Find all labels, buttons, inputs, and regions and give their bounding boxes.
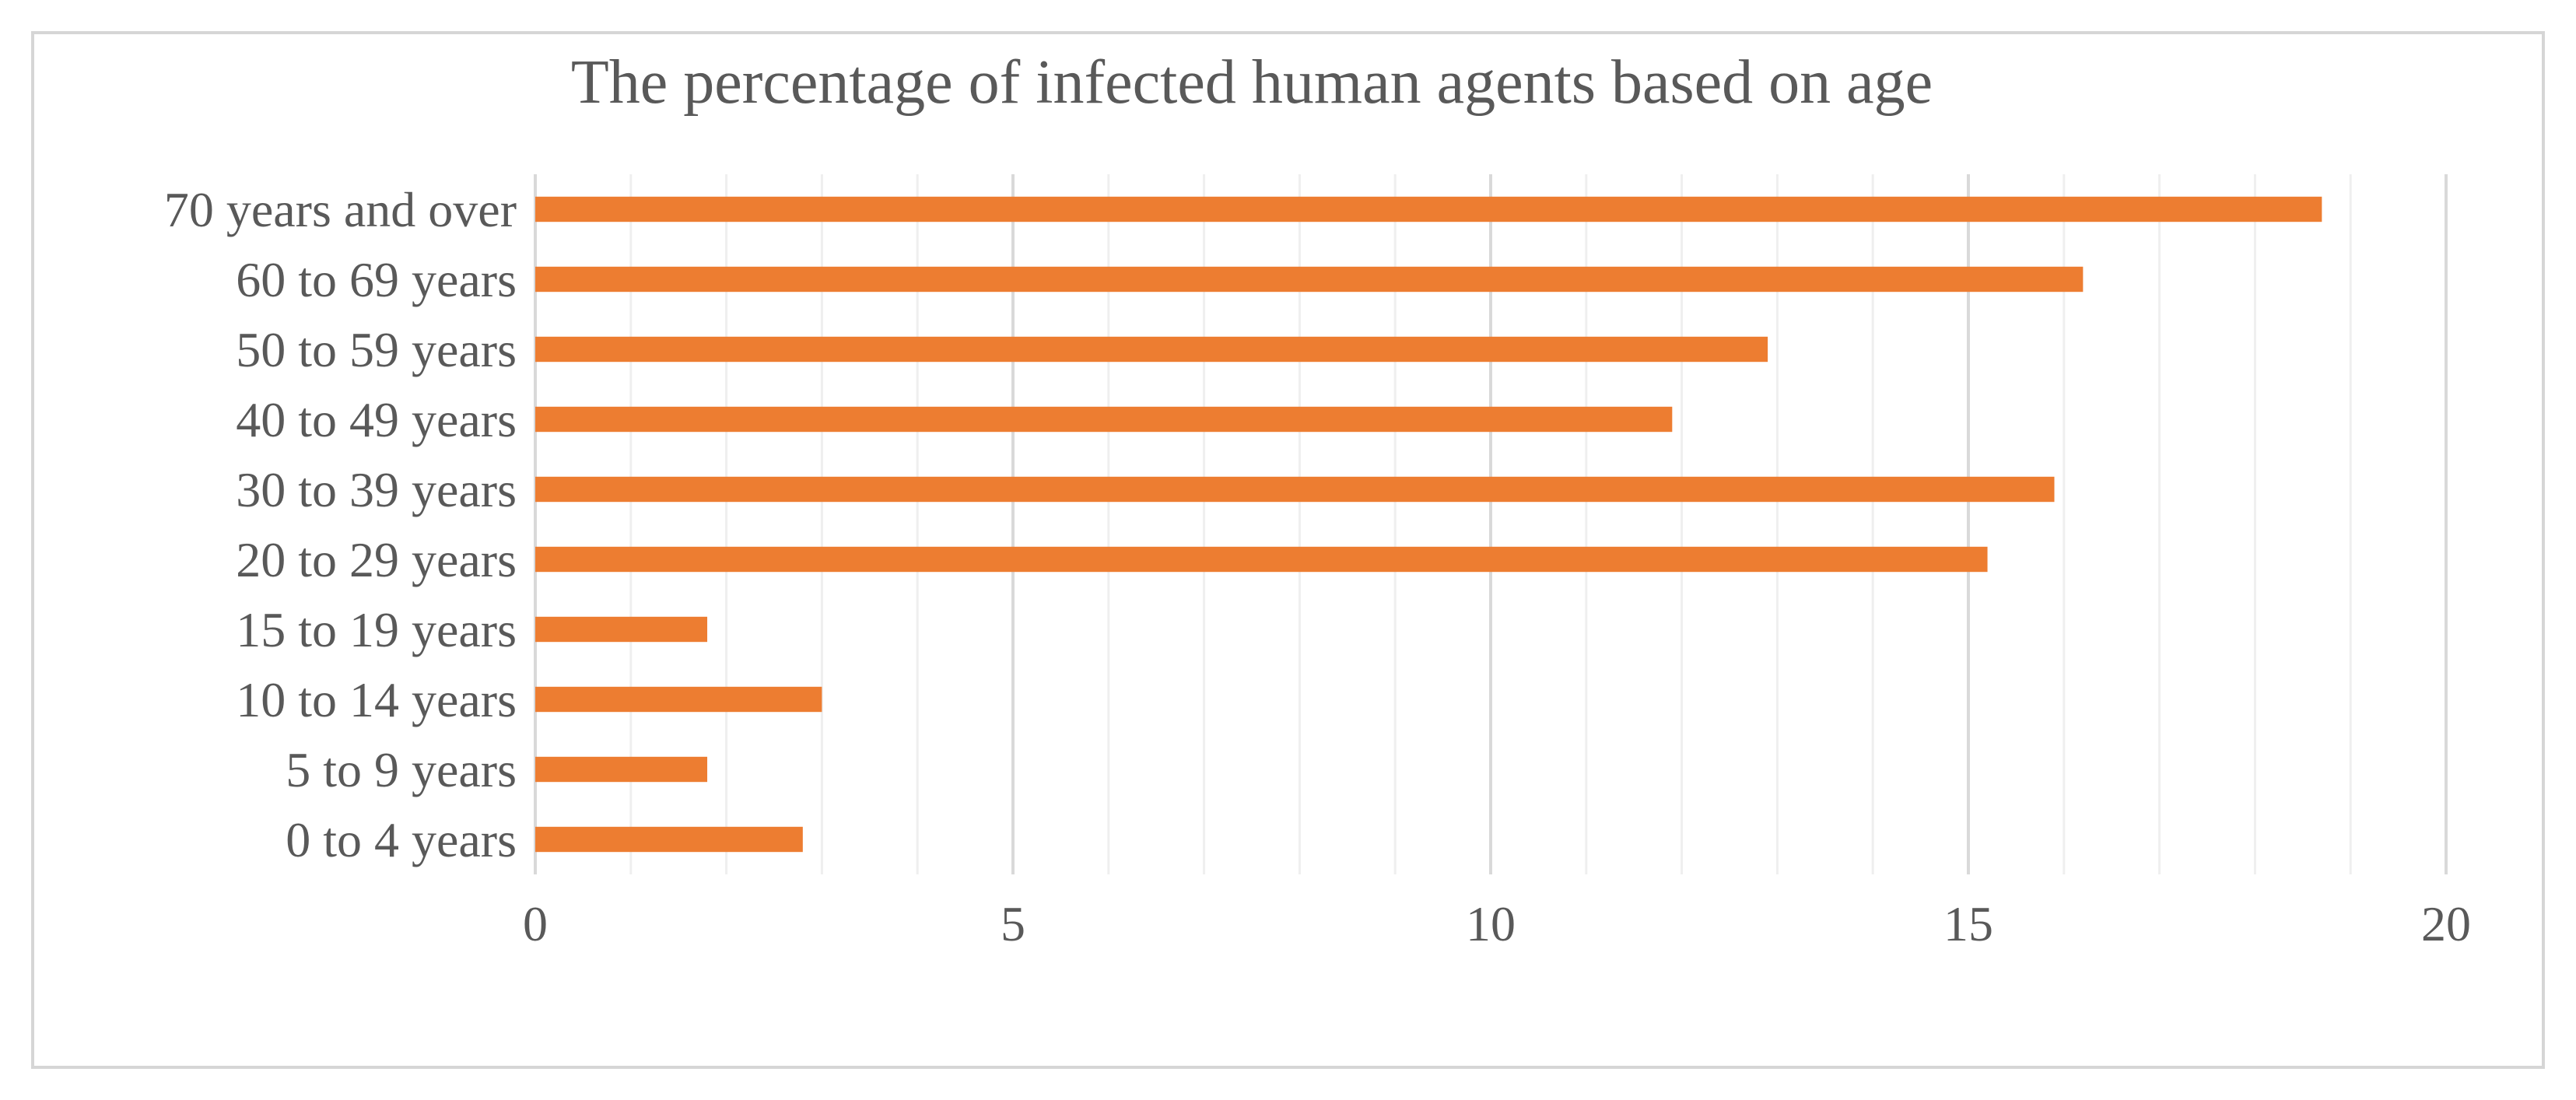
- category-labels: 0 to 4 years 5 to 9 years 10 to 14 years 15…: [164, 182, 517, 867]
- category-label: 40 to 49 years: [236, 392, 517, 447]
- bar-60-to-69-years: [535, 266, 2084, 293]
- category-label: 70 years and over: [164, 182, 517, 237]
- bar-15-to-19-years: [535, 616, 708, 643]
- bars: [535, 196, 2322, 853]
- x-tick-label: 15: [1943, 896, 1993, 951]
- bar-20-to-29-years: [535, 546, 1988, 573]
- category-label: 5 to 9 years: [286, 742, 517, 797]
- category-label: 10 to 14 years: [236, 672, 517, 727]
- bar-10-to-14-years: [535, 686, 822, 713]
- x-tick-labels: 0 5 10 15 20: [523, 896, 2471, 951]
- bar-30-to-39-years: [535, 476, 2055, 503]
- chart-title: The percentage of infected human agents …: [571, 48, 1933, 117]
- x-tick-label: 10: [1466, 896, 1516, 951]
- category-label: 15 to 19 years: [236, 602, 517, 657]
- x-tick-label: 20: [2421, 896, 2471, 951]
- category-label: 0 to 4 years: [286, 812, 517, 867]
- chart-frame: The percentage of infected human agents …: [31, 31, 2545, 1069]
- category-label: 20 to 29 years: [236, 532, 517, 587]
- bar-50-to-59-years: [535, 336, 1768, 363]
- bar-chart: The percentage of infected human agents …: [164, 48, 2471, 951]
- category-label: 60 to 69 years: [236, 252, 517, 307]
- bar-70-years-and-over: [535, 196, 2322, 222]
- x-tick-label: 0: [523, 896, 548, 951]
- bar-5-to-9-years: [535, 756, 708, 783]
- x-tick-label: 5: [1001, 896, 1025, 951]
- bar-0-to-4-years: [535, 826, 803, 853]
- bar-40-to-49-years: [535, 406, 1673, 433]
- category-label: 50 to 59 years: [236, 322, 517, 377]
- category-label: 30 to 39 years: [236, 462, 517, 517]
